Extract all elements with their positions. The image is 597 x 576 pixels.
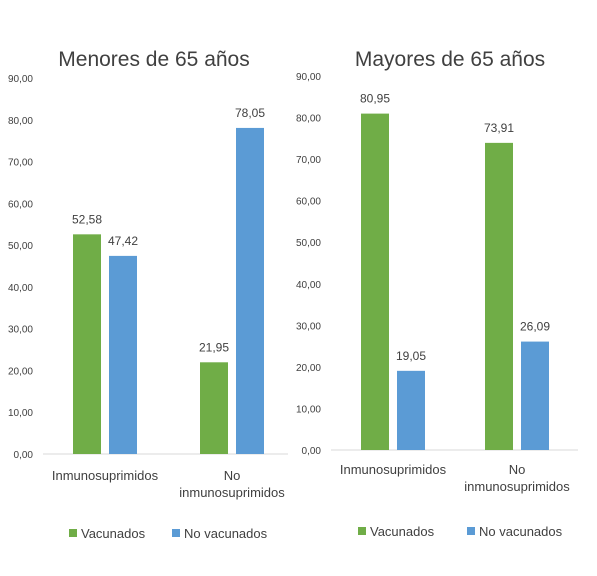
y-tick-label: 20,00 — [296, 363, 321, 374]
bar — [109, 255, 137, 454]
data-label: 21,95 — [199, 340, 229, 354]
y-tick-label: 10,00 — [8, 408, 33, 419]
bar — [397, 370, 425, 450]
y-tick-label: 0,00 — [302, 446, 322, 457]
y-tick-label: 0,00 — [14, 450, 34, 461]
y-tick-label: 70,00 — [296, 155, 321, 166]
y-tick-label: 60,00 — [8, 199, 33, 210]
y-tick-label: 90,00 — [8, 74, 33, 85]
y-tick-label: 30,00 — [8, 325, 33, 336]
bar — [236, 127, 264, 455]
legend-label: No vacunados — [184, 526, 268, 541]
bar — [200, 362, 228, 454]
legend-swatch — [467, 527, 475, 535]
category-label: No — [224, 468, 241, 483]
y-tick-label: 40,00 — [296, 280, 321, 291]
chart-title: Mayores de 65 años — [355, 48, 545, 71]
y-tick-label: 50,00 — [296, 238, 321, 249]
category-label: No — [509, 462, 526, 477]
category-label: Inmunosuprimidos — [52, 468, 159, 483]
category-label: Inmunosuprimidos — [340, 462, 447, 477]
y-tick-label: 70,00 — [8, 158, 33, 169]
y-tick-label: 60,00 — [296, 197, 321, 208]
chart-title: Menores de 65 años — [58, 48, 249, 71]
bar — [73, 234, 101, 454]
chart-panel-0: Menores de 65 años 0,00 10,00 20,00 30,00 40,… — [8, 48, 288, 541]
data-label: 73,91 — [484, 121, 514, 135]
data-label: 19,05 — [396, 349, 426, 363]
y-tick-label: 30,00 — [296, 321, 321, 332]
legend-label: Vacunados — [81, 526, 146, 541]
data-label: 80,95 — [360, 92, 390, 106]
data-label: 78,05 — [235, 106, 265, 120]
bar — [361, 113, 389, 450]
category-label: inmunosuprimidos — [464, 479, 570, 494]
bar — [485, 142, 513, 450]
data-label: 47,42 — [108, 234, 138, 248]
legend-label: No vacunados — [479, 524, 563, 539]
chart-panel-1: Mayores de 65 años 0,00 10,00 20,00 30,00 40,… — [296, 48, 578, 539]
y-tick-label: 80,00 — [8, 116, 33, 127]
data-label: 26,09 — [520, 320, 550, 334]
y-tick-label: 40,00 — [8, 283, 33, 294]
category-label: inmunosuprimidos — [179, 485, 285, 500]
y-tick-label: 80,00 — [296, 114, 321, 125]
data-label: 52,58 — [72, 212, 102, 226]
y-tick-label: 50,00 — [8, 241, 33, 252]
y-tick-label: 10,00 — [296, 404, 321, 415]
legend-label: Vacunados — [370, 524, 435, 539]
y-tick-label: 90,00 — [296, 72, 321, 83]
bar — [521, 341, 549, 450]
legend-swatch — [69, 529, 77, 537]
legend-swatch — [172, 529, 180, 537]
y-tick-label: 20,00 — [8, 366, 33, 377]
legend-swatch — [358, 527, 366, 535]
